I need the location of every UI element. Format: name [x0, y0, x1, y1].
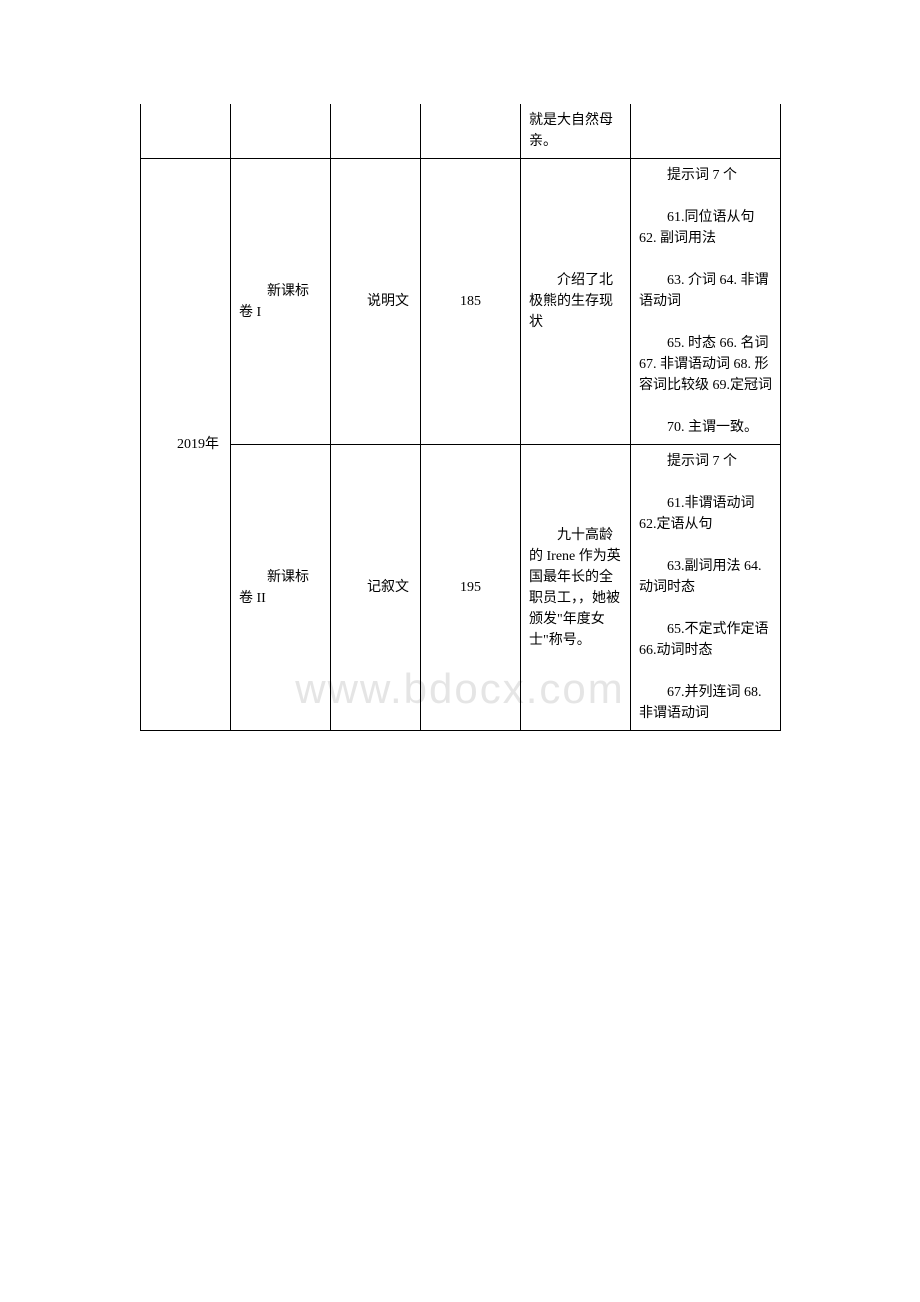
cell-type: 说明文: [331, 159, 421, 445]
grammar-p5: 67.并列连词 68.非谓语动词: [639, 682, 772, 724]
cell-content: 介绍了北极熊的生存现状: [521, 159, 631, 445]
cell-year-empty: [141, 104, 231, 159]
cell-type: 记叙文: [331, 445, 421, 731]
grammar-p3: 63.副词用法 64.动词时态: [639, 556, 772, 598]
cell-words: 195: [421, 445, 521, 731]
grammar-p2: 61.同位语从句 62. 副词用法: [639, 207, 772, 249]
type-text: 记叙文: [339, 577, 412, 598]
cell-words: 185: [421, 159, 521, 445]
content-text: 介绍了北极熊的生存现状: [529, 270, 622, 333]
cell-words-empty: [421, 104, 521, 159]
cell-type-empty: [331, 104, 421, 159]
cell-paper-empty: [231, 104, 331, 159]
cell-grammar-empty: [631, 104, 781, 159]
table-row: 新课标卷 II 记叙文 195 九十高龄的 Irene 作为英国最年长的全职员工…: [141, 445, 781, 731]
cell-content: 九十高龄的 Irene 作为英国最年长的全职员工，，她被颁发"年度女士"称号。: [521, 445, 631, 731]
cell-content-fragment: 就是大自然母亲。: [521, 104, 631, 159]
grammar-p5: 70. 主谓一致。: [639, 417, 772, 438]
analysis-table-container: 就是大自然母亲。 2019年 新课标卷 I 说明文 185 介绍了北极熊的生存现…: [140, 104, 780, 731]
paper-text: 新课标卷 II: [239, 567, 322, 609]
table-row: 2019年 新课标卷 I 说明文 185 介绍了北极熊的生存现状 提示词 7 个…: [141, 159, 781, 445]
year-text: 2019年: [149, 434, 222, 455]
type-text: 说明文: [339, 291, 412, 312]
cell-paper: 新课标卷 II: [231, 445, 331, 731]
content-text: 九十高龄的 Irene 作为英国最年长的全职员工，，她被颁发"年度女士"称号。: [529, 525, 622, 651]
paper-text: 新课标卷 I: [239, 281, 322, 323]
grammar-p1: 提示词 7 个: [639, 165, 772, 186]
cell-grammar: 提示词 7 个 61.同位语从句 62. 副词用法 63. 介词 64. 非谓语…: [631, 159, 781, 445]
exam-analysis-table: 就是大自然母亲。 2019年 新课标卷 I 说明文 185 介绍了北极熊的生存现…: [140, 104, 781, 731]
cell-year: 2019年: [141, 159, 231, 731]
grammar-p3: 63. 介词 64. 非谓语动词: [639, 270, 772, 312]
table-row: 就是大自然母亲。: [141, 104, 781, 159]
cell-paper: 新课标卷 I: [231, 159, 331, 445]
grammar-p4: 65.不定式作定语 66.动词时态: [639, 619, 772, 661]
cell-grammar: 提示词 7 个 61.非谓语动词 62.定语从句 63.副词用法 64.动词时态…: [631, 445, 781, 731]
grammar-p2: 61.非谓语动词 62.定语从句: [639, 493, 772, 535]
grammar-p4: 65. 时态 66. 名词 67. 非谓语动词 68. 形容词比较级 69.定冠…: [639, 333, 772, 396]
grammar-p1: 提示词 7 个: [639, 451, 772, 472]
